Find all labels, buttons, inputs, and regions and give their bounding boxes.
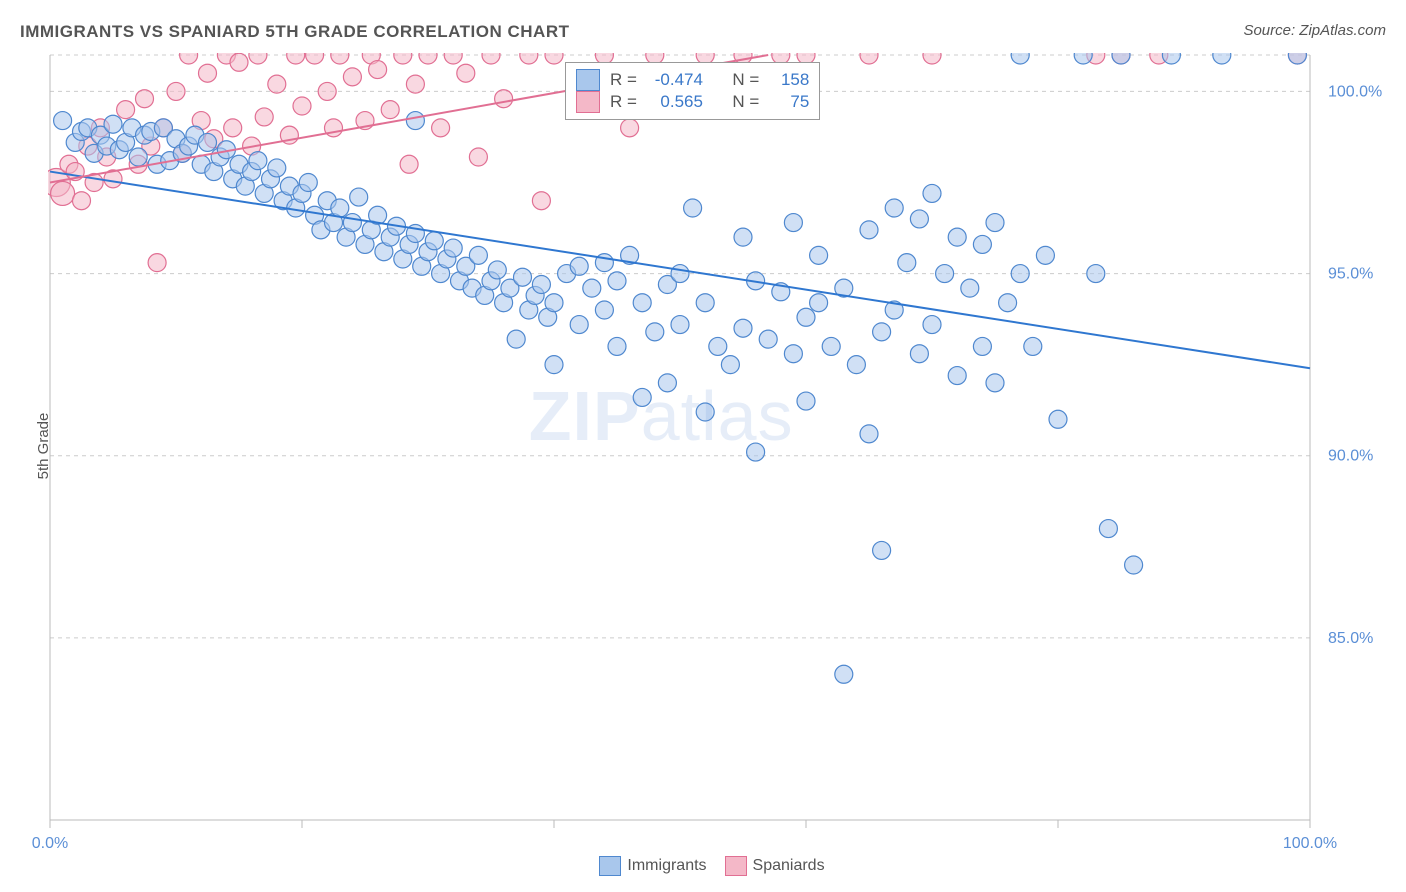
svg-text:90.0%: 90.0% — [1328, 448, 1373, 465]
stats-legend: R = -0.474 N = 158 R = 0.565 N = 75 — [565, 62, 820, 120]
svg-text:0.0%: 0.0% — [32, 835, 68, 852]
svg-text:100.0%: 100.0% — [1283, 835, 1337, 852]
stats-row: R = 0.565 N = 75 — [576, 91, 809, 113]
n-label: N = — [732, 91, 759, 113]
legend-label: Spaniards — [753, 857, 825, 874]
legend-swatch — [725, 856, 747, 876]
series-immigrants — [54, 46, 1307, 683]
svg-text:100.0%: 100.0% — [1328, 83, 1382, 100]
r-value: 0.565 — [647, 91, 703, 113]
legend-swatch — [576, 69, 600, 91]
r-value: -0.474 — [647, 69, 703, 91]
legend-label: Immigrants — [627, 857, 706, 874]
series-legend: Immigrants Spaniards — [0, 856, 1406, 876]
n-value: 158 — [769, 69, 809, 91]
scatter-chart: 85.0% 90.0% 95.0% 100.0% 0.0% 100.0% — [0, 0, 1406, 892]
n-value: 75 — [769, 91, 809, 113]
r-label: R = — [610, 69, 637, 91]
legend-swatch — [599, 856, 621, 876]
stats-row: R = -0.474 N = 158 — [576, 69, 809, 91]
svg-text:95.0%: 95.0% — [1328, 266, 1373, 283]
legend-swatch — [576, 91, 600, 113]
n-label: N = — [732, 69, 759, 91]
r-label: R = — [610, 91, 637, 113]
svg-text:85.0%: 85.0% — [1328, 630, 1373, 647]
